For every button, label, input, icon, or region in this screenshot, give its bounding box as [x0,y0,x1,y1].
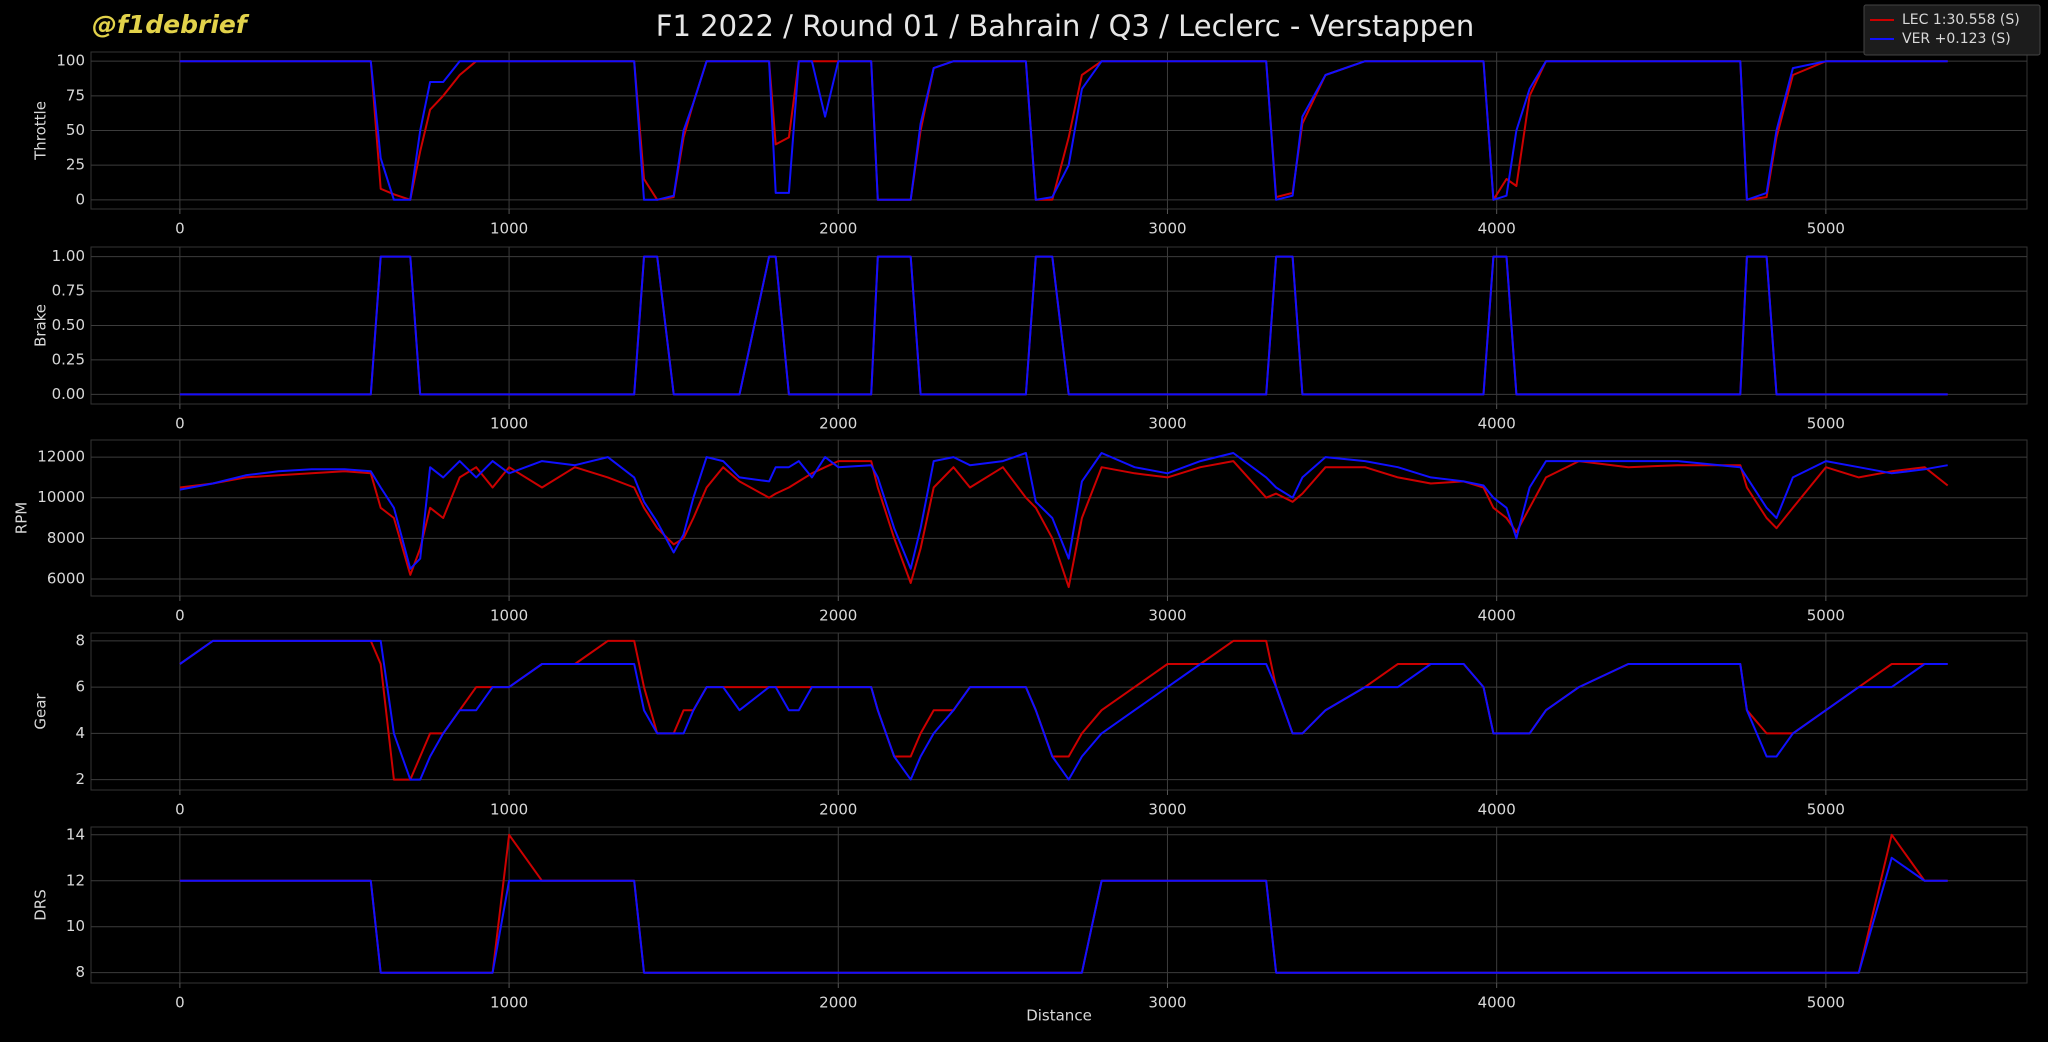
subplot: 8 10 12 14 0 1000 2000 3000 4000 5000 DRS Distance [32,825,2028,1025]
y-tick-label: 12 [66,871,85,889]
x-tick-label: 0 [175,994,185,1012]
x-tick-label: 5000 [1807,607,1845,625]
y-axis-label: Brake [32,304,50,347]
watermark: @f1debrief [92,10,250,39]
subplot: 6000 8000 10000 12000 0 1000 2000 3000 4000 5000 R… [13,439,2028,625]
y-axis-label: RPM [13,502,31,534]
y-tick-label: 2 [75,770,85,788]
y-tick-label: 0.00 [52,385,85,403]
x-tick-label: 3000 [1148,220,1186,238]
series-line [179,452,1948,570]
x-tick-label: 4000 [1478,415,1516,433]
legend-label: LEC 1:30.558 (S) [1902,12,2020,28]
x-tick-label: 1000 [490,220,528,238]
y-axis-label: DRS [32,889,50,921]
x-tick-label: 0 [175,415,185,433]
x-tick-label: 5000 [1807,220,1845,238]
plot-area [90,439,2028,597]
x-tick-label: 4000 [1478,220,1516,238]
x-tick-label: 1000 [490,994,528,1012]
x-tick-label: 2000 [819,415,857,433]
y-axis-label: Throttle [32,101,50,161]
x-tick-label: 0 [175,801,185,819]
x-tick-label: 1000 [490,607,528,625]
y-tick-label: 100 [56,52,85,70]
x-tick-label: 3000 [1148,801,1186,819]
x-tick-label: 1000 [490,415,528,433]
x-axis-label: Distance [1026,1007,1092,1025]
x-tick-label: 2000 [819,220,857,238]
subplot: 0.00 0.25 0.50 0.75 1.00 0 1000 2000 3000 4000 500… [32,246,2028,433]
x-tick-label: 4000 [1478,607,1516,625]
y-tick-label: 14 [66,825,85,843]
x-tick-label: 5000 [1807,994,1845,1012]
x-tick-label: 3000 [1148,994,1186,1012]
x-tick-label: 3000 [1148,607,1186,625]
plot-area [90,826,2028,984]
figure-title: F1 2022 / Round 01 / Bahrain / Q3 / Lecl… [656,9,1474,43]
y-tick-label: 10000 [37,488,85,506]
y-tick-label: 75 [66,86,85,104]
series-line [179,255,1948,396]
subplot: 2 4 6 8 0 1000 2000 3000 4000 5000 Gear [32,631,2028,819]
plot-area [90,632,2028,791]
y-tick-label: 0.50 [52,316,85,334]
legend-box [1863,4,2041,56]
y-tick-label: 8000 [47,529,85,547]
x-tick-label: 0 [175,220,185,238]
x-tick-label: 2000 [819,801,857,819]
x-tick-label: 5000 [1807,801,1845,819]
y-tick-label: 6 [75,678,85,696]
legend-label: VER +0.123 (S) [1902,31,2011,47]
y-tick-label: 1.00 [52,247,85,265]
y-tick-label: 12000 [37,448,85,466]
series-line [179,639,1948,781]
y-tick-label: 8 [75,631,85,649]
series-line [179,856,1948,974]
x-tick-label: 3000 [1148,415,1186,433]
series-line [179,60,1948,201]
x-tick-label: 1000 [490,801,528,819]
y-tick-label: 50 [66,121,85,139]
y-tick-label: 8 [75,963,85,981]
y-axis-label: Gear [32,693,50,730]
y-tick-label: 0.25 [52,350,85,368]
x-tick-label: 2000 [819,607,857,625]
x-tick-label: 0 [175,607,185,625]
x-tick-label: 2000 [819,994,857,1012]
y-tick-label: 10 [66,917,85,935]
y-tick-label: 25 [66,156,85,174]
y-tick-label: 0.75 [52,282,85,300]
y-tick-label: 0 [75,190,85,208]
x-tick-label: 5000 [1807,415,1845,433]
x-tick-label: 4000 [1478,801,1516,819]
x-tick-label: 4000 [1478,994,1516,1012]
y-tick-label: 6000 [47,569,85,587]
y-tick-label: 4 [75,724,85,742]
